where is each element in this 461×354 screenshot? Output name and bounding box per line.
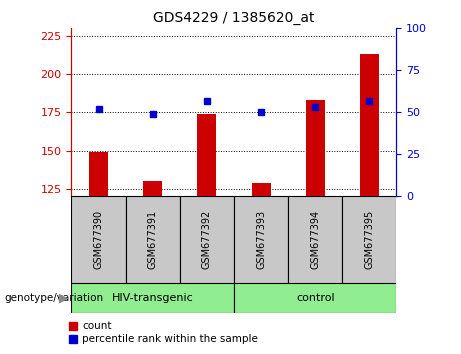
Bar bbox=[143, 181, 162, 196]
Bar bbox=[125, 196, 180, 283]
Bar bbox=[288, 196, 342, 283]
Text: GSM677392: GSM677392 bbox=[202, 210, 212, 269]
Bar bbox=[71, 283, 234, 313]
Text: GSM677394: GSM677394 bbox=[310, 210, 320, 269]
Bar bbox=[252, 183, 271, 196]
Bar bbox=[360, 54, 379, 196]
Bar bbox=[197, 114, 216, 196]
Text: GSM677391: GSM677391 bbox=[148, 210, 158, 269]
Bar bbox=[306, 100, 325, 196]
Text: HIV-transgenic: HIV-transgenic bbox=[112, 293, 194, 303]
Text: GSM677393: GSM677393 bbox=[256, 210, 266, 269]
Text: GSM677390: GSM677390 bbox=[94, 210, 104, 269]
Text: ▶: ▶ bbox=[59, 292, 68, 305]
Bar bbox=[234, 283, 396, 313]
Title: GDS4229 / 1385620_at: GDS4229 / 1385620_at bbox=[153, 11, 315, 24]
Text: control: control bbox=[296, 293, 335, 303]
Bar bbox=[89, 152, 108, 196]
Text: genotype/variation: genotype/variation bbox=[5, 293, 104, 303]
Bar bbox=[342, 196, 396, 283]
Bar bbox=[71, 196, 125, 283]
Bar bbox=[180, 196, 234, 283]
Legend: count, percentile rank within the sample: count, percentile rank within the sample bbox=[67, 320, 259, 346]
Bar bbox=[234, 196, 288, 283]
Text: GSM677395: GSM677395 bbox=[364, 210, 374, 269]
